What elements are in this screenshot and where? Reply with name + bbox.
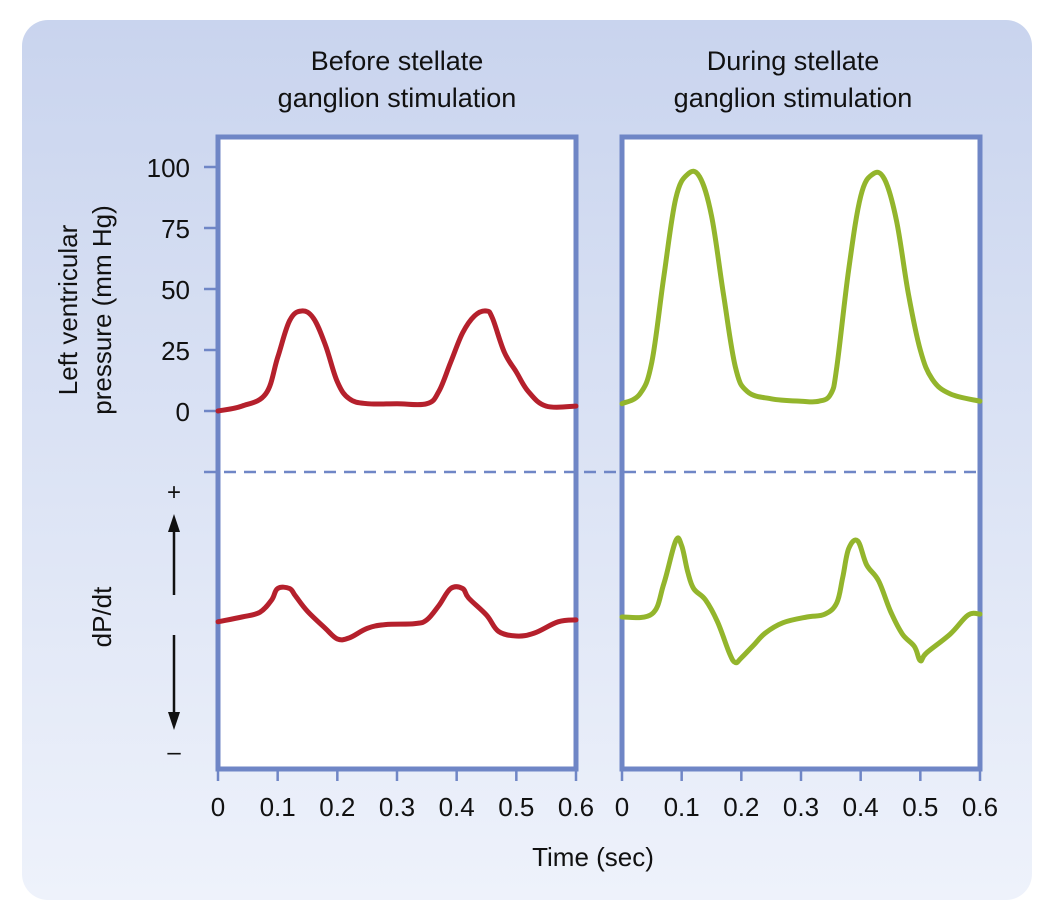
- dpdt-axis: + – dP/dt: [87, 479, 181, 766]
- pressure-axis: 0 25 50 75 100: [147, 153, 218, 427]
- x-tick-label: 0.4: [439, 792, 475, 822]
- x-tick-label: 0: [615, 792, 629, 822]
- x-tick-label: 0.4: [843, 792, 879, 822]
- panel-before-frame: [215, 134, 579, 772]
- x-tick-label: 0.2: [319, 792, 355, 822]
- x-tick-label: 0.3: [783, 792, 819, 822]
- x-tick-label: 0: [211, 792, 225, 822]
- pressure-tick-label: 50: [161, 275, 190, 305]
- pressure-axis-title-line1: Left ventricular: [53, 224, 83, 395]
- pressure-tick-label: 0: [176, 397, 190, 427]
- dpdt-down-arrowhead: [168, 712, 180, 730]
- panel-during-frame: [619, 134, 983, 772]
- x-tick-label: 0.1: [260, 792, 296, 822]
- pressure-axis-title-line2: pressure (mm Hg): [87, 205, 117, 414]
- x-axis-title: Time (sec): [532, 842, 654, 872]
- x-tick-label: 0.1: [664, 792, 700, 822]
- x-tick-label: 0.5: [498, 792, 534, 822]
- panel-during-x-axis: 0 0.1 0.2 0.3 0.4 0.5 0.6: [615, 769, 998, 822]
- pressure-tick-label: 75: [161, 214, 190, 244]
- x-tick-label: 0.2: [723, 792, 759, 822]
- before-pressure-line: [215, 308, 579, 414]
- dpdt-plus-label: +: [167, 479, 181, 506]
- dpdt-up-arrowhead: [168, 514, 180, 532]
- dpdt-axis-title: dP/dt: [87, 586, 117, 647]
- before-dpdt-line: [215, 584, 579, 643]
- panel-during-title-line1: During stellate: [707, 46, 880, 76]
- x-tick-label: 0.6: [962, 792, 998, 822]
- dpdt-minus-label: –: [167, 739, 181, 766]
- pressure-tick-label: 100: [147, 153, 190, 183]
- x-tick-label: 0.6: [558, 792, 594, 822]
- panel-during-title-line2: ganglion stimulation: [674, 83, 913, 113]
- pressure-tick-label: 25: [161, 336, 190, 366]
- during-pressure-line: [619, 168, 983, 407]
- x-tick-label: 0.3: [379, 792, 415, 822]
- panel-before-title-line2: ganglion stimulation: [278, 83, 517, 113]
- panel-before-title-line1: Before stellate: [311, 46, 484, 76]
- panel-before-x-axis: 0 0.1 0.2 0.3 0.4 0.5 0.6: [211, 769, 594, 822]
- during-dpdt-line: [619, 535, 983, 666]
- x-tick-label: 0.5: [902, 792, 938, 822]
